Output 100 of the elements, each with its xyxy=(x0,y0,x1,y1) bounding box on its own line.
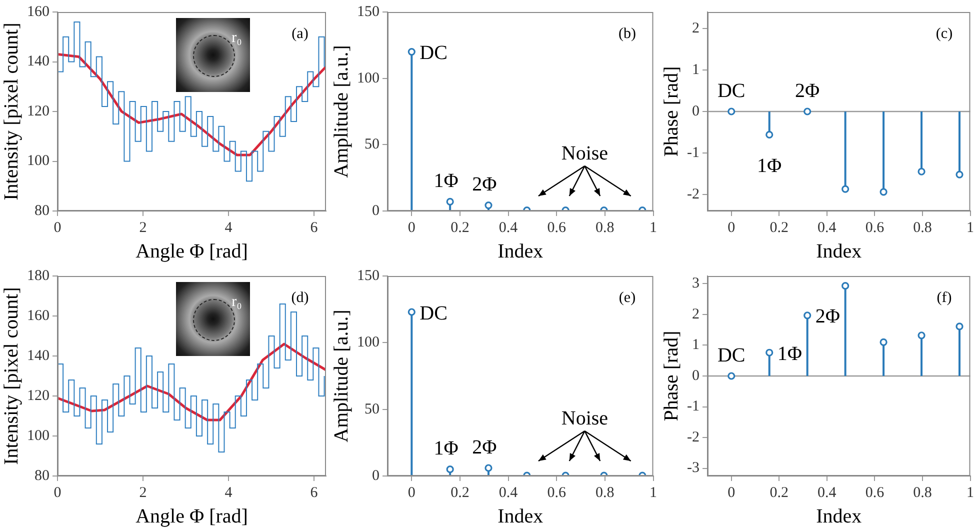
x-tick-label: 0.8 xyxy=(596,220,614,236)
x-tick-label: 0.4 xyxy=(818,484,837,501)
y-tick-label: 3 xyxy=(692,276,700,292)
x-tick-label: 1 xyxy=(966,220,974,236)
x-axis-title: Index xyxy=(498,240,544,262)
point xyxy=(842,185,850,193)
y-axis-title: Intensity [pixel count] xyxy=(0,22,22,200)
y-tick-label: 180 xyxy=(27,268,50,284)
point xyxy=(880,188,888,196)
annotation: DC xyxy=(717,344,746,366)
point xyxy=(728,372,736,380)
x-tick-label: 1 xyxy=(966,484,974,501)
x-tick-label: 1 xyxy=(650,484,657,501)
y-tick-label: -2 xyxy=(686,186,700,202)
point xyxy=(446,198,454,206)
x-tick-label: 0 xyxy=(728,484,736,501)
y-tick-label: -1 xyxy=(686,144,700,161)
y-tick-label: -1 xyxy=(686,398,700,415)
x-axis-title: Index xyxy=(816,505,862,528)
x-tick-label: 0.8 xyxy=(913,220,932,236)
y-tick-label: 0 xyxy=(692,103,700,120)
y-tick-label: -3 xyxy=(686,460,700,476)
y-axis-title: Amplitude [a.u.] xyxy=(330,310,352,442)
point xyxy=(880,338,888,346)
point xyxy=(804,108,812,116)
annotation: (b) xyxy=(618,26,636,42)
annotation: r₀ xyxy=(232,30,242,47)
annotation: Noise xyxy=(561,407,608,430)
y-tick-label: -2 xyxy=(686,429,700,446)
x-tick-label: 0 xyxy=(728,220,736,236)
y-tick-label: 100 xyxy=(27,153,50,170)
y-tick-label: 0 xyxy=(372,468,380,484)
point xyxy=(766,348,774,356)
point xyxy=(918,332,926,340)
x-tick-label: 2 xyxy=(139,220,147,236)
y-tick-label: 0 xyxy=(372,202,380,219)
annotation: (a) xyxy=(292,26,308,42)
y-tick-label: 50 xyxy=(364,136,380,153)
x-tick-label: 0 xyxy=(408,484,416,501)
x-tick-label: 0.4 xyxy=(818,220,837,236)
y-tick-label: 100 xyxy=(357,70,380,86)
x-tick-label: 0.2 xyxy=(770,220,789,236)
x-tick-label: 6 xyxy=(310,484,318,501)
x-tick-label: 0.6 xyxy=(865,220,885,236)
x-axis-title: Angle Φ [rad] xyxy=(136,240,248,262)
y-tick-label: 140 xyxy=(27,348,50,364)
y-tick-label: 1 xyxy=(692,62,700,78)
x-tick-label: 4 xyxy=(224,484,233,501)
point xyxy=(804,312,812,320)
x-tick-label: 0.2 xyxy=(450,220,470,236)
annotation: 1Φ xyxy=(434,438,459,460)
y-axis-title: Phase [rad] xyxy=(660,330,682,422)
y-tick-label: 120 xyxy=(27,103,50,120)
y-tick-label: 100 xyxy=(357,334,380,351)
x-tick-label: 0.4 xyxy=(498,484,518,501)
x-axis-title: Angle Φ [rad] xyxy=(136,505,248,528)
y-axis-title: Phase [rad] xyxy=(660,66,682,157)
y-tick-label: 140 xyxy=(27,54,50,70)
x-tick-label: 0.6 xyxy=(865,484,885,501)
x-tick-label: 0.4 xyxy=(498,220,518,236)
y-tick-label: 120 xyxy=(27,388,50,404)
y-axis-title: Amplitude [a.u.] xyxy=(330,45,352,178)
annotation: 1Φ xyxy=(434,170,459,192)
annotation: (c) xyxy=(936,26,953,42)
x-tick-label: 0 xyxy=(408,220,416,236)
y-tick-label: 150 xyxy=(357,268,380,284)
annotation: 1Φ xyxy=(757,154,782,177)
annotation: 2Φ xyxy=(472,436,498,458)
annotation: DC xyxy=(717,80,746,102)
point xyxy=(956,170,964,178)
x-axis-title: Index xyxy=(498,505,544,528)
annotation: 2Φ xyxy=(815,306,840,328)
x-tick-label: 0.2 xyxy=(770,484,789,501)
annotation: (e) xyxy=(618,290,636,306)
annotation: (f) xyxy=(936,290,952,306)
y-tick-label: 80 xyxy=(34,202,50,219)
x-tick-label: 0 xyxy=(54,220,62,236)
y-tick-label: 150 xyxy=(357,4,380,20)
x-tick-label: 0.2 xyxy=(450,484,470,501)
x-tick-label: 6 xyxy=(310,220,318,236)
point xyxy=(766,130,774,139)
x-tick-label: 0 xyxy=(54,484,62,501)
annotation: DC xyxy=(420,302,448,324)
annotation: (d) xyxy=(291,290,309,306)
x-tick-label: 2 xyxy=(139,484,147,501)
point xyxy=(842,282,850,290)
annotation: Noise xyxy=(561,142,608,164)
y-tick-label: 100 xyxy=(27,428,50,444)
y-tick-label: 50 xyxy=(364,401,380,418)
annotation: 2Φ xyxy=(472,174,498,196)
y-tick-label: 80 xyxy=(34,468,50,484)
annotation: 1Φ xyxy=(777,342,802,365)
point xyxy=(956,322,964,330)
x-tick-label: 0.6 xyxy=(547,220,566,236)
annotation: DC xyxy=(420,42,448,64)
y-tick-label: 2 xyxy=(692,20,700,37)
x-tick-label: 4 xyxy=(224,220,233,236)
point xyxy=(484,201,492,210)
y-tick-label: 1 xyxy=(692,337,700,354)
point xyxy=(918,168,926,176)
